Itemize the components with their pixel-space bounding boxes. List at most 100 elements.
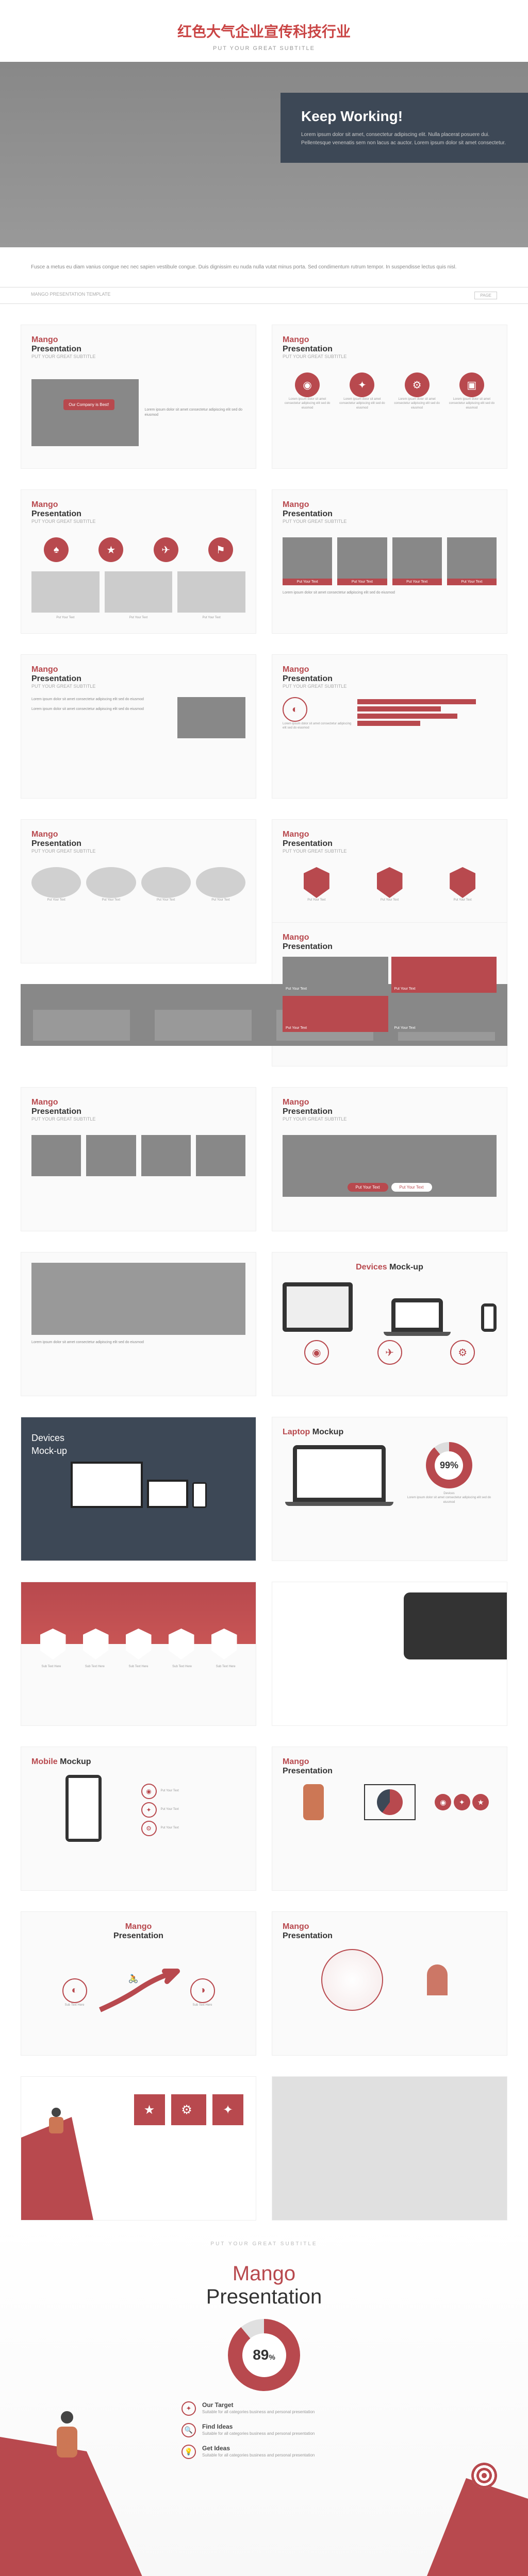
slide: Mango Presentation PUT YOUR GREAT SUBTIT…: [272, 654, 507, 799]
bar: [357, 706, 441, 711]
thumb: [177, 571, 245, 613]
icon: ⚑: [208, 537, 233, 562]
slide: Mango Presentation PUT YOUR GREAT SUBTIT…: [21, 489, 256, 634]
laptop-icon: [147, 1480, 188, 1508]
whiteboard-icon: [364, 1784, 416, 1820]
final-item: 🔍 Find IdeasSuitable for all categories …: [182, 2423, 346, 2437]
slide-title: Mango: [31, 335, 245, 345]
thumb: [31, 571, 100, 613]
image-with-buttons: Put Your Text Put Your Text: [283, 1135, 497, 1197]
template-name: MANGO PRESENTATION TEMPLATE: [31, 292, 110, 299]
button[interactable]: Put Your Text: [391, 1183, 432, 1192]
final-section: PUT YOUR GREAT SUBTITLE Mango Presentati…: [0, 2221, 528, 2576]
bar: [357, 714, 457, 719]
slide-devices-mockup: Devices Mock-up ◉ ✈ ⚙: [272, 1252, 507, 1396]
shield-icon: [450, 867, 475, 898]
feature-icon: ⚙: [405, 372, 430, 397]
slide-sub: PUT YOUR GREAT SUBTITLE: [31, 354, 245, 359]
slide-pie-chart: Mango Presentation ◉ ✦ ★: [272, 1747, 507, 1891]
page-title: 红色大气企业宣传科技行业: [0, 21, 528, 41]
slide-devices-dark: Devices Mock-up: [21, 1417, 256, 1561]
slide-laptop-corner: [272, 1582, 507, 1726]
phone-icon: [481, 1303, 497, 1332]
final-item: ✦ Our TargetSuitable for all categories …: [182, 2401, 346, 2416]
icon: ⚙: [450, 1340, 475, 1365]
slides-grid: Mango Presentation PUT YOUR GREAT SUBTIT…: [0, 325, 528, 2221]
image-placeholder: Our Company is Best!: [31, 379, 139, 446]
feature-icon: ✦: [350, 372, 374, 397]
avatar: [141, 867, 191, 898]
progress-ring: 99%: [426, 1442, 472, 1488]
slide-climber: ◉ ✦ ★ ⚙: [21, 2076, 256, 2221]
hero-title: Keep Working!: [301, 108, 507, 125]
globe-icon: [321, 1949, 383, 2011]
target-icon: [471, 2463, 497, 2488]
slide: Lorem ipsum dolor sit amet consectetur a…: [21, 1252, 256, 1396]
badge: Our Company is Best!: [63, 399, 114, 410]
thumb: [105, 571, 173, 613]
hero-image: [31, 1263, 245, 1335]
final-title: Mango Presentation: [21, 2262, 507, 2309]
image-placeholder: [177, 697, 245, 738]
avatar: [86, 867, 136, 898]
slide: Mango Presentation PUT YOUR GREAT SUBTIT…: [272, 489, 507, 634]
final-list: ✦ Our TargetSuitable for all categories …: [182, 2401, 346, 2459]
icon: ✈: [154, 537, 178, 562]
thumb: [447, 537, 497, 579]
final-item: 💡 Get IdeasSuitable for all categories b…: [182, 2445, 346, 2459]
slide: Mango Presentation PUT YOUR GREAT SUBTIT…: [21, 819, 256, 963]
feature-icon: ◉: [295, 372, 320, 397]
thumb: [141, 1135, 191, 1176]
icon: ◉: [304, 1340, 329, 1365]
intro-text: Fusce a metus eu diam vanius congue nec …: [0, 263, 528, 287]
cliff-right: [425, 2478, 528, 2576]
feature-col: ▣Lorem ipsum dolor sit amet consectetur …: [447, 372, 497, 410]
laptop-icon: [391, 1298, 443, 1332]
avatar: [196, 867, 245, 898]
page-header: 红色大气企业宣传科技行业 PUT YOUR GREAT SUBTITLE: [0, 0, 528, 62]
feature-icon: ▣: [459, 372, 484, 397]
slide-placeholder: [272, 2076, 507, 2221]
monitor-icon: [283, 1282, 353, 1332]
feature-col: ◉Lorem ipsum dolor sit amet consectetur …: [283, 372, 332, 410]
cyclist-icon: 🚴: [128, 1974, 144, 1989]
slide: Mango Presentation PUT YOUR GREAT SUBTIT…: [272, 325, 507, 469]
shield-icon: [377, 867, 403, 898]
slide-shields: Sub Text Here Sub Text Here Sub Text Her…: [21, 1582, 256, 1726]
climber-icon: [47, 2108, 65, 2133]
search-icon: 🔍: [182, 2423, 196, 2437]
feature-square: ✦: [212, 2094, 243, 2125]
slide-text: Lorem ipsum dolor sit amet consectetur a…: [145, 408, 246, 418]
slide-world: Mango Presentation: [272, 1911, 507, 2056]
pie-chart-icon: [377, 1789, 403, 1815]
icon: ✈: [377, 1340, 402, 1365]
bar-chart: [357, 699, 497, 726]
hero-section: Keep Working! Lorem ipsum dolor sit amet…: [0, 62, 528, 247]
hero-body: Lorem ipsum dolor sit amet, consectetur …: [301, 131, 507, 147]
slide: Mango Presentation PUT YOUR GREAT SUBTIT…: [21, 325, 256, 469]
final-progress-ring: 89%: [228, 2319, 300, 2391]
feature-square: ⚙: [171, 2094, 202, 2125]
slide-title2: Presentation: [31, 345, 245, 354]
target-icon: ✦: [182, 2401, 196, 2416]
archer-icon: [52, 2411, 88, 2458]
person-icon: [427, 1964, 448, 1995]
slide: Mango Presentation PUT YOUR GREAT SUBTIT…: [21, 1087, 256, 1231]
slide: Mango Presentation PUT YOUR GREAT SUBTIT…: [272, 1087, 507, 1231]
feature-square: ★: [134, 2094, 165, 2125]
icon: ★: [98, 537, 123, 562]
slide-mobile-mockup: Mobile Mockup ◉Put Your Text ✦Put Your T…: [21, 1747, 256, 1891]
thumb: [86, 1135, 136, 1176]
phone-icon: [65, 1775, 102, 1842]
feature-col: ⚙Lorem ipsum dolor sit amet consectetur …: [392, 372, 442, 410]
slide-arrow-growth: Mango Presentation ◐Sub Text Here 🚴 ◑Sub…: [21, 1911, 256, 2056]
button[interactable]: Put Your Text: [348, 1183, 388, 1192]
laptop-icon: [293, 1445, 386, 1502]
thumb: [31, 1135, 81, 1176]
thumb: [337, 537, 387, 579]
avatar: [31, 867, 81, 898]
laptop-corner: [404, 1592, 507, 1659]
bar: [357, 699, 476, 704]
icon: ♠: [44, 537, 69, 562]
phone-icon: [192, 1482, 207, 1508]
